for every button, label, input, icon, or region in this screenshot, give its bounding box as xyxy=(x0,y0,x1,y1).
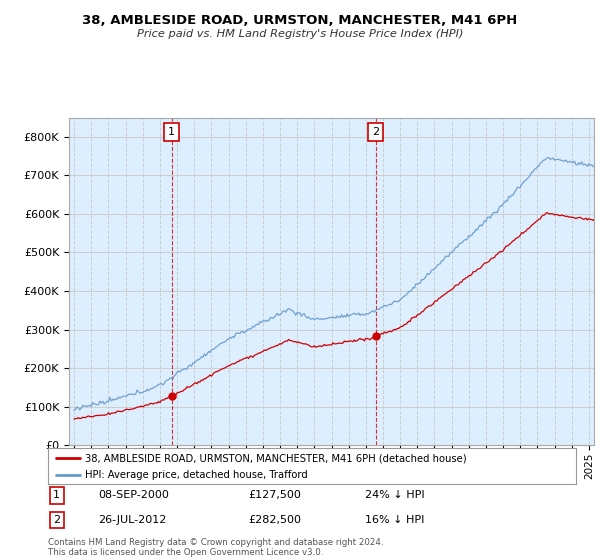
Text: £282,500: £282,500 xyxy=(248,515,302,525)
Text: 08-SEP-2000: 08-SEP-2000 xyxy=(98,491,169,501)
Text: £127,500: £127,500 xyxy=(248,491,302,501)
Text: 26-JUL-2012: 26-JUL-2012 xyxy=(98,515,167,525)
Text: 2: 2 xyxy=(372,127,379,137)
Text: 2: 2 xyxy=(53,515,61,525)
Text: Price paid vs. HM Land Registry's House Price Index (HPI): Price paid vs. HM Land Registry's House … xyxy=(137,29,463,39)
Text: 38, AMBLESIDE ROAD, URMSTON, MANCHESTER, M41 6PH (detached house): 38, AMBLESIDE ROAD, URMSTON, MANCHESTER,… xyxy=(85,453,467,463)
Text: 1: 1 xyxy=(168,127,175,137)
Text: HPI: Average price, detached house, Trafford: HPI: Average price, detached house, Traf… xyxy=(85,470,308,480)
Text: 1: 1 xyxy=(53,491,60,501)
Text: 24% ↓ HPI: 24% ↓ HPI xyxy=(365,491,424,501)
Text: Contains HM Land Registry data © Crown copyright and database right 2024.
This d: Contains HM Land Registry data © Crown c… xyxy=(48,538,383,557)
Text: 38, AMBLESIDE ROAD, URMSTON, MANCHESTER, M41 6PH: 38, AMBLESIDE ROAD, URMSTON, MANCHESTER,… xyxy=(82,14,518,27)
Text: 16% ↓ HPI: 16% ↓ HPI xyxy=(365,515,424,525)
